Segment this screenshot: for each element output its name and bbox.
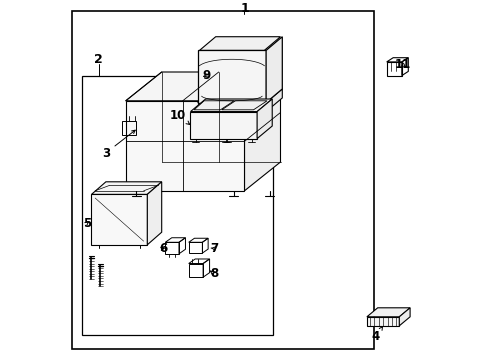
Polygon shape (265, 89, 282, 112)
Polygon shape (91, 182, 162, 194)
Text: 5: 5 (82, 217, 91, 230)
Polygon shape (265, 37, 282, 103)
Polygon shape (199, 37, 280, 50)
Text: 6: 6 (159, 242, 167, 255)
Text: 10: 10 (169, 109, 189, 125)
Text: 7: 7 (209, 242, 218, 255)
Polygon shape (399, 308, 409, 326)
Polygon shape (366, 308, 409, 317)
Polygon shape (190, 99, 272, 112)
Polygon shape (147, 182, 162, 245)
Text: 3: 3 (102, 130, 135, 159)
Polygon shape (257, 99, 272, 139)
Polygon shape (190, 112, 257, 139)
Text: 1: 1 (240, 3, 248, 15)
Polygon shape (197, 89, 282, 103)
Polygon shape (125, 72, 280, 101)
Text: 11: 11 (394, 58, 410, 71)
Text: 8: 8 (209, 267, 218, 280)
Polygon shape (366, 317, 399, 326)
Text: 2: 2 (94, 53, 103, 66)
Text: 9: 9 (202, 69, 210, 82)
Polygon shape (125, 101, 244, 191)
Text: 4: 4 (371, 327, 382, 343)
Polygon shape (197, 103, 265, 112)
Polygon shape (197, 50, 265, 103)
Polygon shape (91, 194, 147, 245)
Polygon shape (244, 72, 280, 191)
